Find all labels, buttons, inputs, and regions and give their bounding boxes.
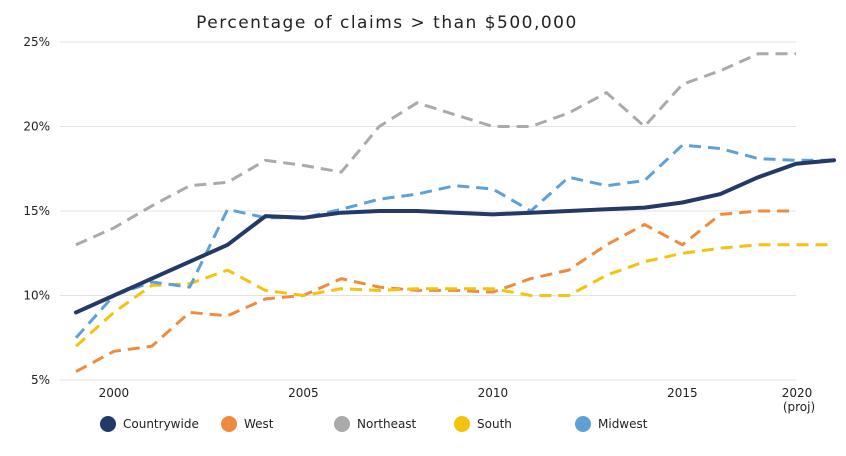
x-tick-label: 2005 xyxy=(288,386,319,400)
legend-marker-northeast xyxy=(334,416,350,432)
y-tick-label: 15% xyxy=(23,204,50,218)
y-tick-label: 10% xyxy=(23,289,50,303)
x-tick-label: 2020 xyxy=(782,386,813,400)
legend-label-south: South xyxy=(477,417,512,431)
x-axis: 2000 2005 2010 2015 2020(proj) xyxy=(99,386,816,414)
chart-title: Percentage of claims > than $500,000 xyxy=(196,13,578,33)
legend-label-countrywide: Countrywide xyxy=(123,417,199,431)
legend-label-midwest: Midwest xyxy=(598,417,648,431)
legend-marker-west xyxy=(221,416,237,432)
series-group xyxy=(74,52,836,373)
series-line-south xyxy=(75,243,834,348)
series-line-west xyxy=(75,209,797,373)
x-tick-sublabel: (proj) xyxy=(783,400,815,414)
legend-marker-midwest xyxy=(575,416,591,432)
series-line-midwest xyxy=(74,143,834,339)
y-axis: 5% 10% 15% 20% 25% xyxy=(23,35,50,387)
legend-marker-countrywide xyxy=(100,416,116,432)
series-line-countrywide xyxy=(74,158,836,315)
x-tick-label: 2000 xyxy=(99,386,130,400)
x-tick-label: 2015 xyxy=(667,386,698,400)
legend: Countrywide West Northeast South Midwest xyxy=(100,416,648,432)
y-tick-label: 20% xyxy=(23,120,50,134)
series-line-northeast xyxy=(75,52,797,247)
legend-marker-south xyxy=(454,416,470,432)
y-tick-label: 5% xyxy=(31,373,50,387)
y-tick-label: 25% xyxy=(23,35,50,49)
legend-label-northeast: Northeast xyxy=(357,417,417,431)
legend-label-west: West xyxy=(244,417,274,431)
x-tick-label: 2010 xyxy=(478,386,509,400)
